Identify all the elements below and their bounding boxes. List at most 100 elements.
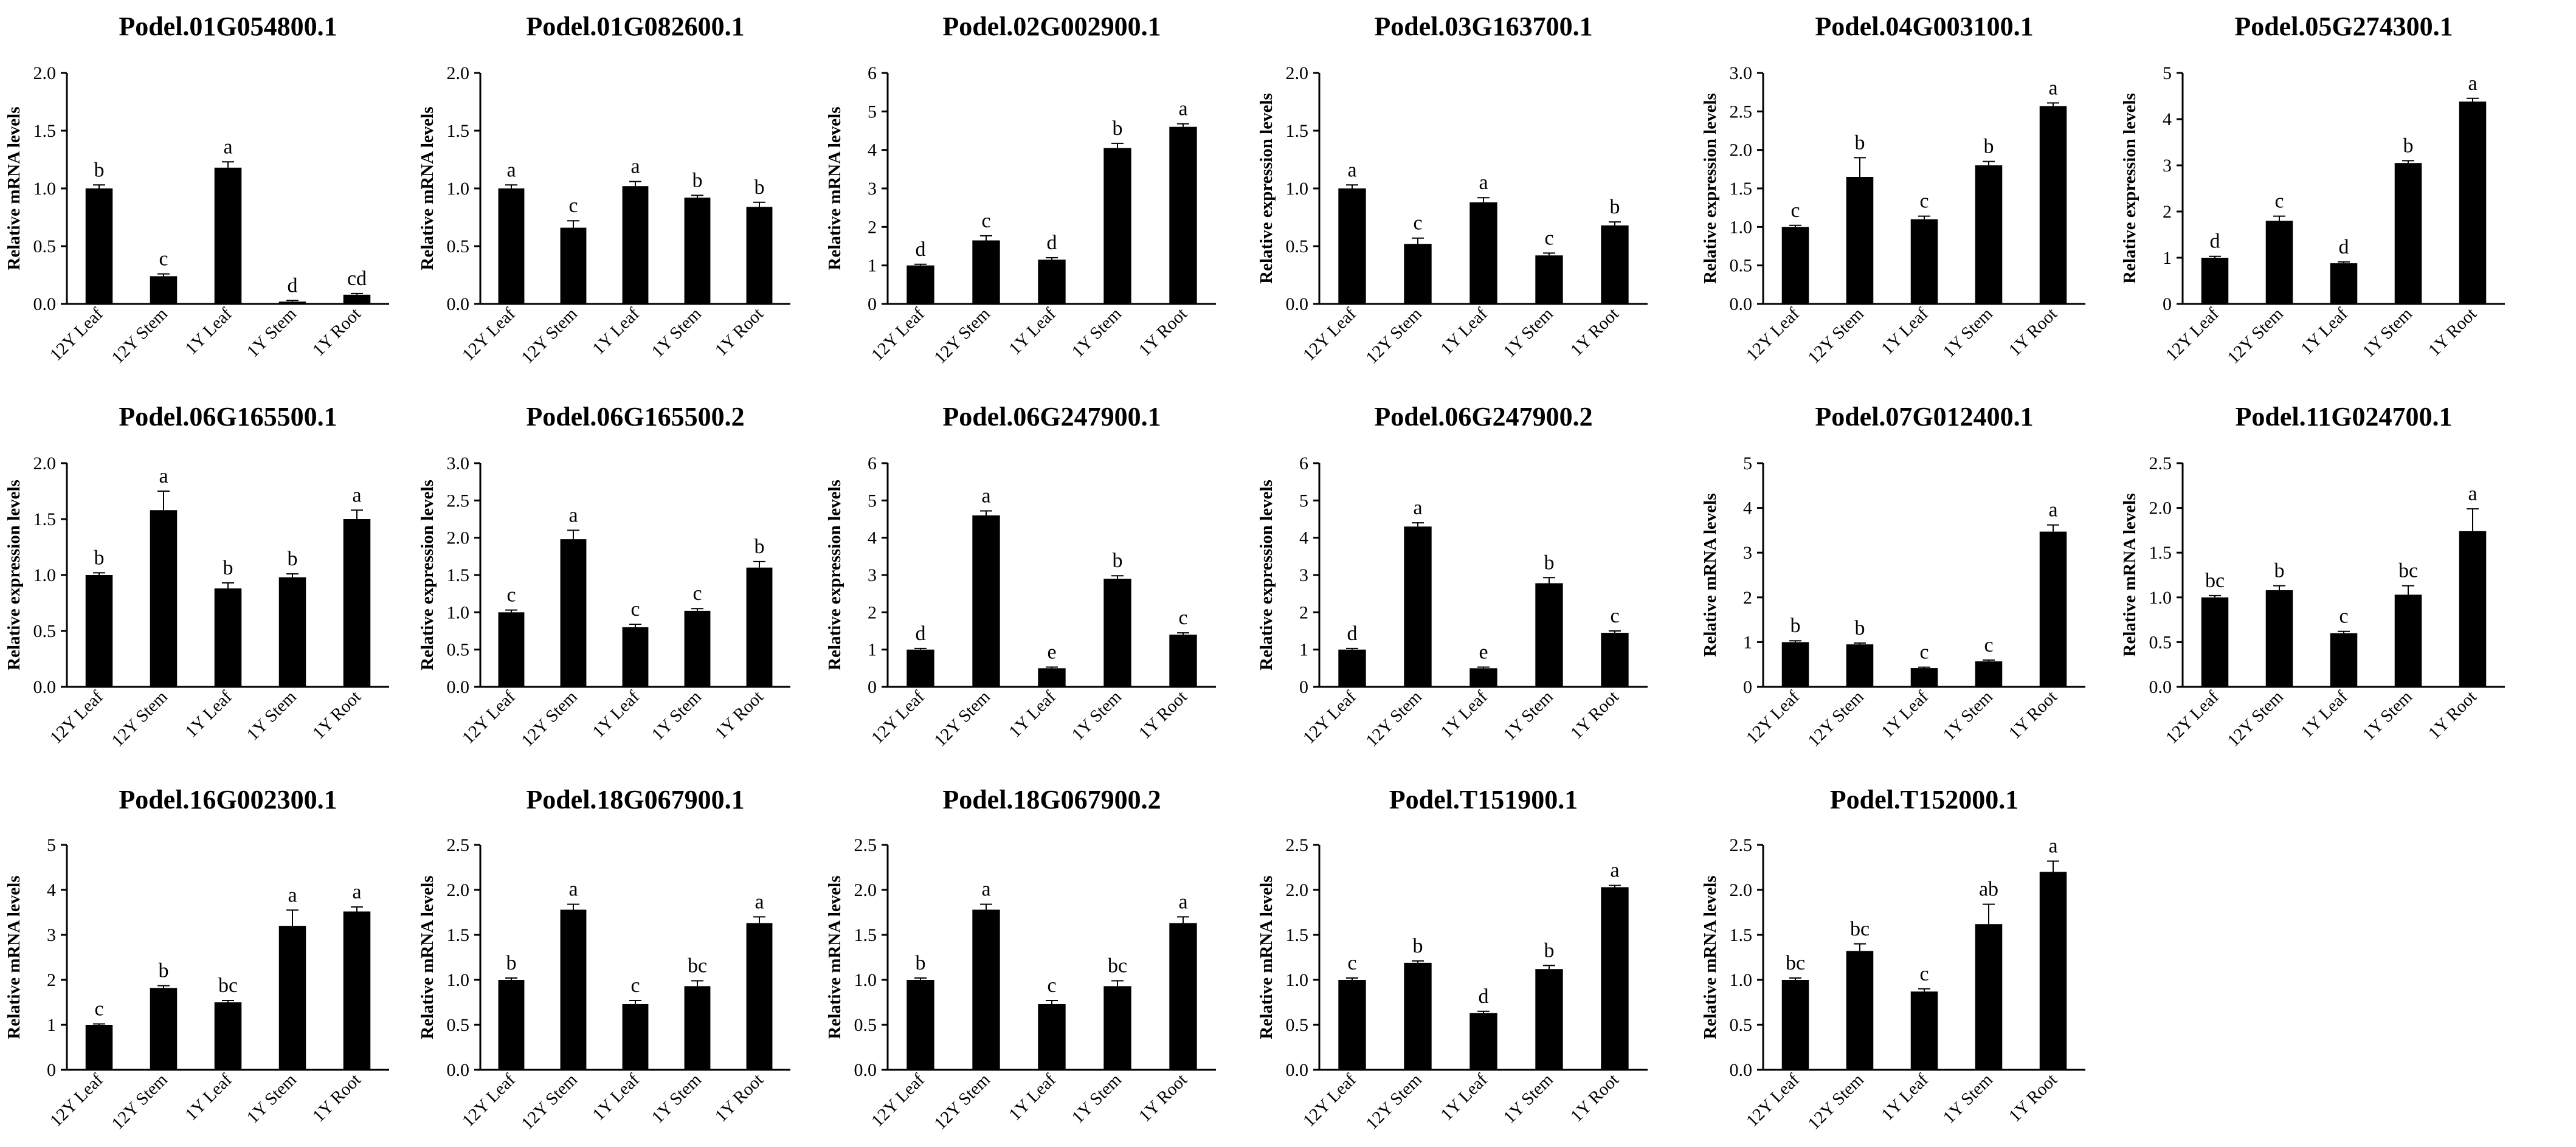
y-tick-label: 6: [1299, 453, 1308, 474]
y-tick-label: 1: [868, 256, 877, 276]
y-tick-label: 2.5: [854, 835, 877, 855]
x-tick-label: 1Y Stem: [1500, 687, 1558, 745]
significance-label: b: [1413, 935, 1423, 957]
y-axis-label: Relative mRNA levels: [1701, 876, 1720, 1039]
bar: [1535, 969, 1563, 1070]
significance-label: e: [1479, 641, 1488, 663]
y-tick-label: 0.5: [447, 640, 470, 660]
significance-label: b: [754, 176, 765, 199]
significance-label: c: [630, 974, 640, 997]
bar: [1038, 1004, 1066, 1070]
significance-label: b: [1855, 131, 1865, 154]
bar: [1910, 219, 1938, 304]
bar: [906, 649, 934, 687]
significance-label: a: [288, 884, 297, 906]
x-tick-label: 1Y Leaf: [181, 1070, 236, 1125]
y-tick-label: 4: [2163, 109, 2172, 129]
x-tick-label: 1Y Stem: [1068, 1070, 1126, 1128]
chart-panel: Podel.06G165500.2 Relative expression lev…: [418, 402, 790, 751]
x-tick-label: 1Y Leaf: [1437, 304, 1491, 359]
x-tick-label: 1Y Root: [2005, 1070, 2061, 1126]
x-tick-label: 1Y Root: [309, 304, 365, 360]
x-tick-label: 12Y Stem: [1804, 1070, 1868, 1134]
bar: [1103, 148, 1131, 304]
chart-title: Podel.16G002300.1: [119, 785, 337, 815]
significance-label: d: [916, 622, 926, 645]
significance-label: c: [692, 582, 702, 605]
bar: [1404, 962, 1432, 1070]
significance-label: c: [1610, 605, 1619, 627]
y-tick-label: 4: [1743, 498, 1752, 518]
bar: [1846, 951, 1874, 1070]
y-tick-label: 2: [868, 602, 877, 622]
significance-label: c: [506, 584, 516, 607]
y-tick-label: 0.0: [447, 294, 470, 314]
y-axis-label: Relative mRNA levels: [418, 107, 437, 270]
bar: [278, 577, 306, 687]
x-tick-label: 1Y Stem: [648, 1070, 706, 1128]
significance-label: c: [1544, 227, 1553, 249]
significance-label: a: [1347, 159, 1356, 181]
significance-label: b: [1113, 549, 1123, 572]
chart-panel: Podel.T152000.1 Relative mRNA levels 0.0 0.…: [1701, 785, 2085, 1134]
chart-title: Podel.03G163700.1: [1374, 12, 1592, 41]
bar: [85, 575, 113, 687]
y-axis-label: Relative expression levels: [4, 480, 24, 670]
x-tick-label: 12Y Stem: [2223, 687, 2287, 751]
y-axis-label: Relative expression levels: [1257, 480, 1276, 670]
bar: [1169, 126, 1197, 304]
chart-title: Podel.T152000.1: [1830, 785, 2018, 815]
x-tick-label: 12Y Stem: [1804, 687, 1868, 751]
significance-label: a: [568, 504, 578, 526]
x-tick-label: 1Y Root: [309, 1070, 365, 1126]
bar: [560, 539, 587, 687]
y-tick-label: 0.5: [1730, 1015, 1753, 1035]
bar: [2330, 263, 2358, 304]
chart-panel: Podel.11G024700.1 Relative mRNA levels 0.0…: [2120, 402, 2505, 751]
y-tick-label: 2: [1299, 602, 1308, 622]
significance-label: b: [2274, 560, 2285, 582]
x-tick-label: 12Y Leaf: [1299, 687, 1360, 748]
y-tick-label: 1.5: [447, 565, 470, 585]
bar: [85, 1025, 113, 1070]
significance-label: b: [94, 546, 105, 569]
x-tick-label: 1Y Root: [1135, 304, 1191, 360]
x-tick-label: 12Y Stem: [1362, 687, 1426, 751]
x-tick-label: 1Y Leaf: [1005, 304, 1060, 359]
bar: [2201, 258, 2229, 304]
significance-label: a: [223, 136, 232, 158]
significance-label: b: [288, 548, 298, 570]
y-tick-label: 0.0: [447, 1060, 470, 1080]
bar: [2039, 106, 2067, 304]
y-tick-label: 2.0: [854, 880, 877, 900]
significance-label: a: [352, 881, 361, 903]
x-tick-label: 1Y Leaf: [589, 687, 643, 742]
y-tick-label: 2.0: [2149, 498, 2172, 518]
significance-label: c: [1984, 634, 1993, 656]
significance-label: a: [1479, 171, 1488, 194]
significance-label: a: [568, 878, 578, 901]
y-tick-label: 1.0: [1286, 970, 1309, 990]
significance-label: d: [288, 274, 298, 297]
y-tick-label: 2: [1743, 588, 1752, 608]
y-axis-label: Relative mRNA levels: [418, 876, 437, 1039]
significance-label: b: [1790, 615, 1801, 637]
y-tick-label: 3: [2163, 156, 2172, 176]
x-tick-label: 12Y Leaf: [1299, 1070, 1360, 1131]
y-tick-label: 2.0: [33, 63, 57, 83]
bar: [1910, 991, 1938, 1070]
significance-label: d: [2339, 236, 2349, 258]
significance-label: b: [506, 952, 517, 974]
bar: [1601, 633, 1629, 687]
x-tick-label: 12Y Stem: [517, 1070, 581, 1134]
x-tick-label: 12Y Stem: [517, 687, 581, 751]
bar: [684, 610, 711, 687]
bar: [1169, 923, 1197, 1070]
x-tick-label: 1Y Root: [1567, 687, 1623, 743]
bar: [746, 207, 773, 304]
x-tick-label: 12Y Stem: [930, 687, 994, 751]
bar: [150, 988, 178, 1070]
chart-panel: Podel.05G274300.1 Relative expression lev…: [2120, 12, 2505, 368]
bar: [1103, 579, 1131, 687]
